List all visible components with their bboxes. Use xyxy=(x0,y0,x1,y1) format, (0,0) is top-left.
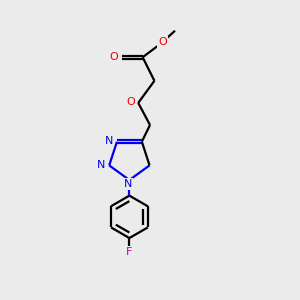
Text: O: O xyxy=(110,52,118,62)
Text: N: N xyxy=(124,179,132,189)
Text: O: O xyxy=(127,97,135,107)
Text: N: N xyxy=(105,136,113,146)
Text: O: O xyxy=(158,37,167,47)
Text: N: N xyxy=(97,160,105,170)
Text: F: F xyxy=(126,247,133,256)
